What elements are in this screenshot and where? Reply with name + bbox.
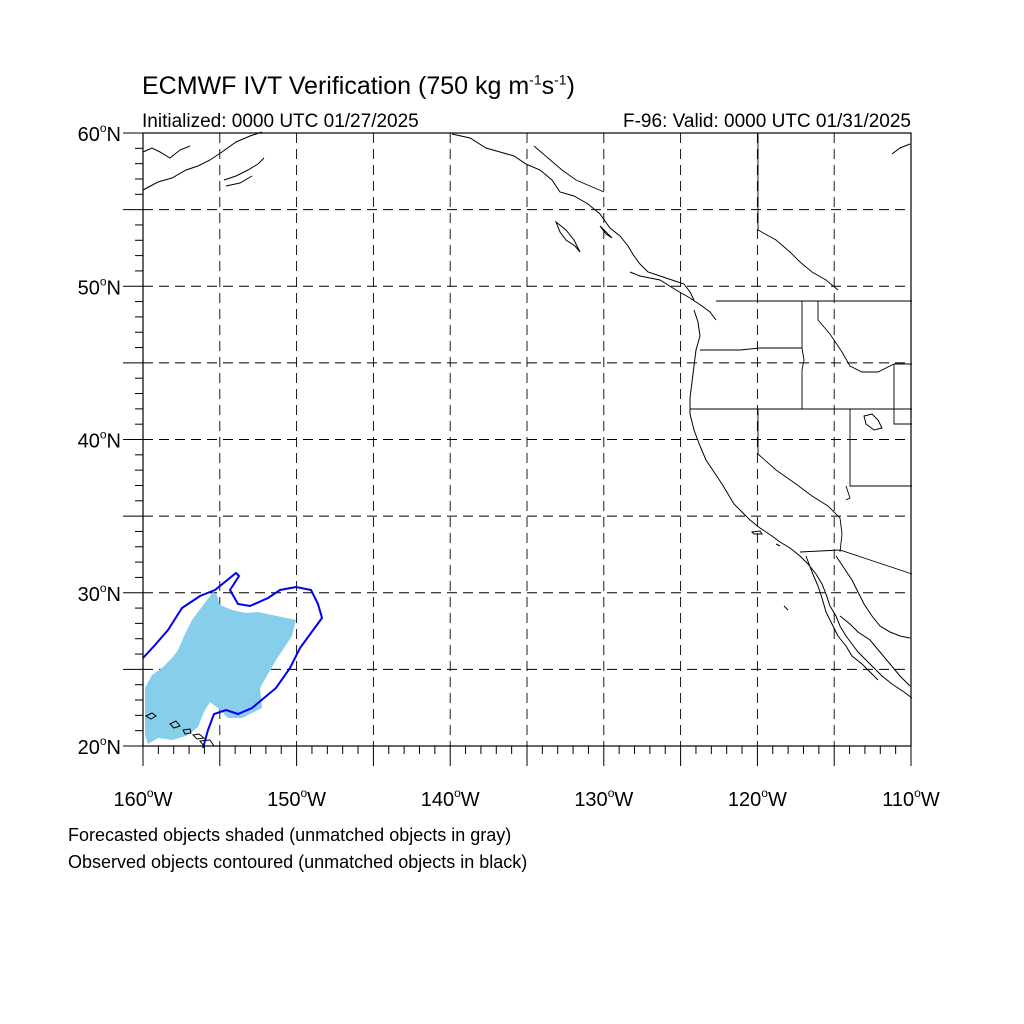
latitude-labels: 60oN 50oN 40oN 30oN 20oN: [78, 121, 121, 759]
lat-label: 40oN: [78, 428, 121, 453]
legend-forecast-note: Forecasted objects shaded (unmatched obj…: [68, 825, 512, 845]
lat-label: 60oN: [78, 121, 121, 146]
longitude-labels: 160oW 150oW 140oW 130oW 120oW 110oW: [114, 786, 940, 811]
lat-label: 20oN: [78, 734, 121, 759]
map-frame: [142, 132, 912, 747]
coastlines: [142, 131, 913, 699]
axis-ticks: [123, 132, 912, 766]
lat-label: 30oN: [78, 581, 121, 606]
lon-label: 160oW: [114, 786, 173, 811]
lon-label: 130oW: [574, 786, 633, 811]
initialized-label: Initialized: 0000 UTC 01/27/2025: [142, 111, 419, 132]
forecast-object-shading: [145, 592, 296, 744]
chart-title: ECMWF IVT Verification (750 kg m-1s-1): [142, 71, 575, 100]
lon-label: 120oW: [728, 786, 787, 811]
lat-label: 50oN: [78, 274, 121, 299]
grid-lines: [143, 133, 911, 746]
valid-time-label: F-96: Valid: 0000 UTC 01/31/2025: [623, 111, 911, 132]
lon-label: 110oW: [882, 786, 940, 811]
legend-observed-note: Observed objects contoured (unmatched ob…: [68, 852, 528, 872]
lon-label: 140oW: [421, 786, 480, 811]
observed-object-contour: [142, 571, 324, 749]
political-boundaries: [533, 134, 913, 575]
lon-label: 150oW: [267, 786, 326, 811]
